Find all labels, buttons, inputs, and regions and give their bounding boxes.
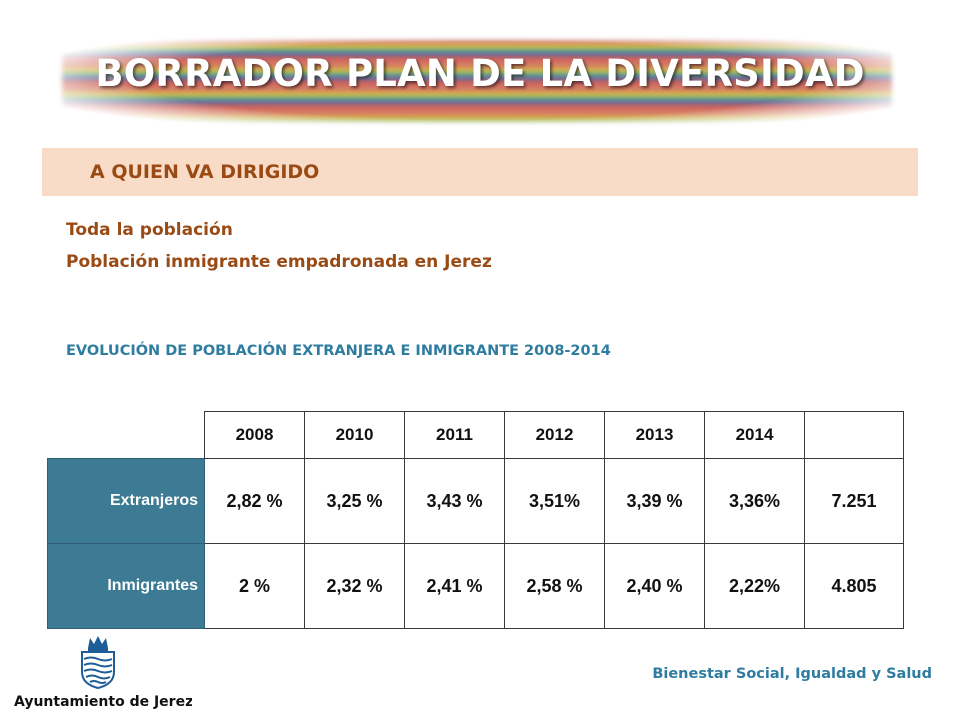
target-line-immigrant: Población inmigrante empadronada en Jere…	[66, 252, 492, 272]
row-label-inmigrantes: Inmigrantes	[47, 543, 205, 629]
table-cell: 3,43 %	[404, 458, 505, 544]
table-cell: 2,41 %	[404, 543, 505, 629]
table-header-cell: 2012	[504, 411, 605, 459]
table-cell-total: 4.805	[804, 543, 904, 629]
table-row: Extranjeros 2,82 % 3,25 % 3,43 % 3,51% 3…	[47, 458, 904, 544]
table-cell: 3,51%	[504, 458, 605, 544]
table-cell: 2,32 %	[304, 543, 405, 629]
logo-text: Ayuntamiento de Jerez	[14, 694, 192, 710]
table-cell: 2 %	[204, 543, 305, 629]
jerez-crest-icon: Ayuntamiento de Jerez	[14, 636, 193, 710]
title-banner-fade	[40, 30, 920, 130]
table-header-cell	[804, 411, 904, 459]
table-header-cell: 2008	[204, 411, 305, 459]
table-row: Inmigrantes 2 % 2,32 % 2,41 % 2,58 % 2,4…	[47, 543, 904, 629]
table-header-row: 2008 2010 2011 2012 2013 2014	[48, 411, 904, 459]
target-line-general: Toda la población	[66, 220, 233, 240]
table-cell: 3,25 %	[304, 458, 405, 544]
table-subheading: EVOLUCIÓN DE POBLACIÓN EXTRANJERA E INMI…	[66, 343, 611, 359]
row-label-extranjeros: Extranjeros	[47, 458, 205, 544]
table-cell: 2,40 %	[604, 543, 705, 629]
table-cell-total: 7.251	[804, 458, 904, 544]
ayuntamiento-logo: Ayuntamiento de Jerez	[12, 632, 193, 716]
table-cell: 2,58 %	[504, 543, 605, 629]
table-header-cell: 2010	[304, 411, 405, 459]
table-cell: 3,36%	[704, 458, 805, 544]
table-header-cell: 2011	[404, 411, 505, 459]
department-footer: Bienestar Social, Igualdad y Salud	[652, 666, 932, 682]
page-title: BORRADOR PLAN DE LA DIVERSIDAD	[95, 52, 865, 95]
table-cell: 2,82 %	[204, 458, 305, 544]
table-header-cell: 2014	[704, 411, 805, 459]
table-header-cell: 2013	[604, 411, 705, 459]
section-bar	[42, 148, 918, 196]
table-corner-cell	[48, 412, 205, 459]
section-title: A QUIEN VA DIRIGIDO	[90, 161, 320, 183]
table-cell: 3,39 %	[604, 458, 705, 544]
population-table: 2008 2010 2011 2012 2013 2014 Extranjero…	[47, 411, 904, 629]
table-cell: 2,22%	[704, 543, 805, 629]
